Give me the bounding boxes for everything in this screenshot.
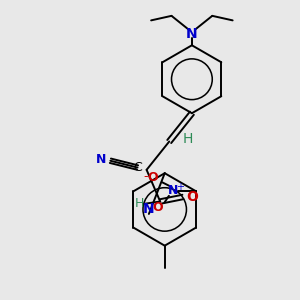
Text: +: + [176,182,184,192]
Text: N: N [96,153,106,166]
Text: O: O [152,201,163,214]
Text: O: O [148,171,158,184]
Text: N: N [186,27,198,41]
Text: H: H [135,197,145,210]
Text: N: N [143,202,155,216]
Text: O: O [186,190,198,204]
Text: H: H [182,132,193,146]
Text: N: N [168,184,178,197]
Text: -: - [143,170,147,183]
Text: C: C [133,161,142,174]
